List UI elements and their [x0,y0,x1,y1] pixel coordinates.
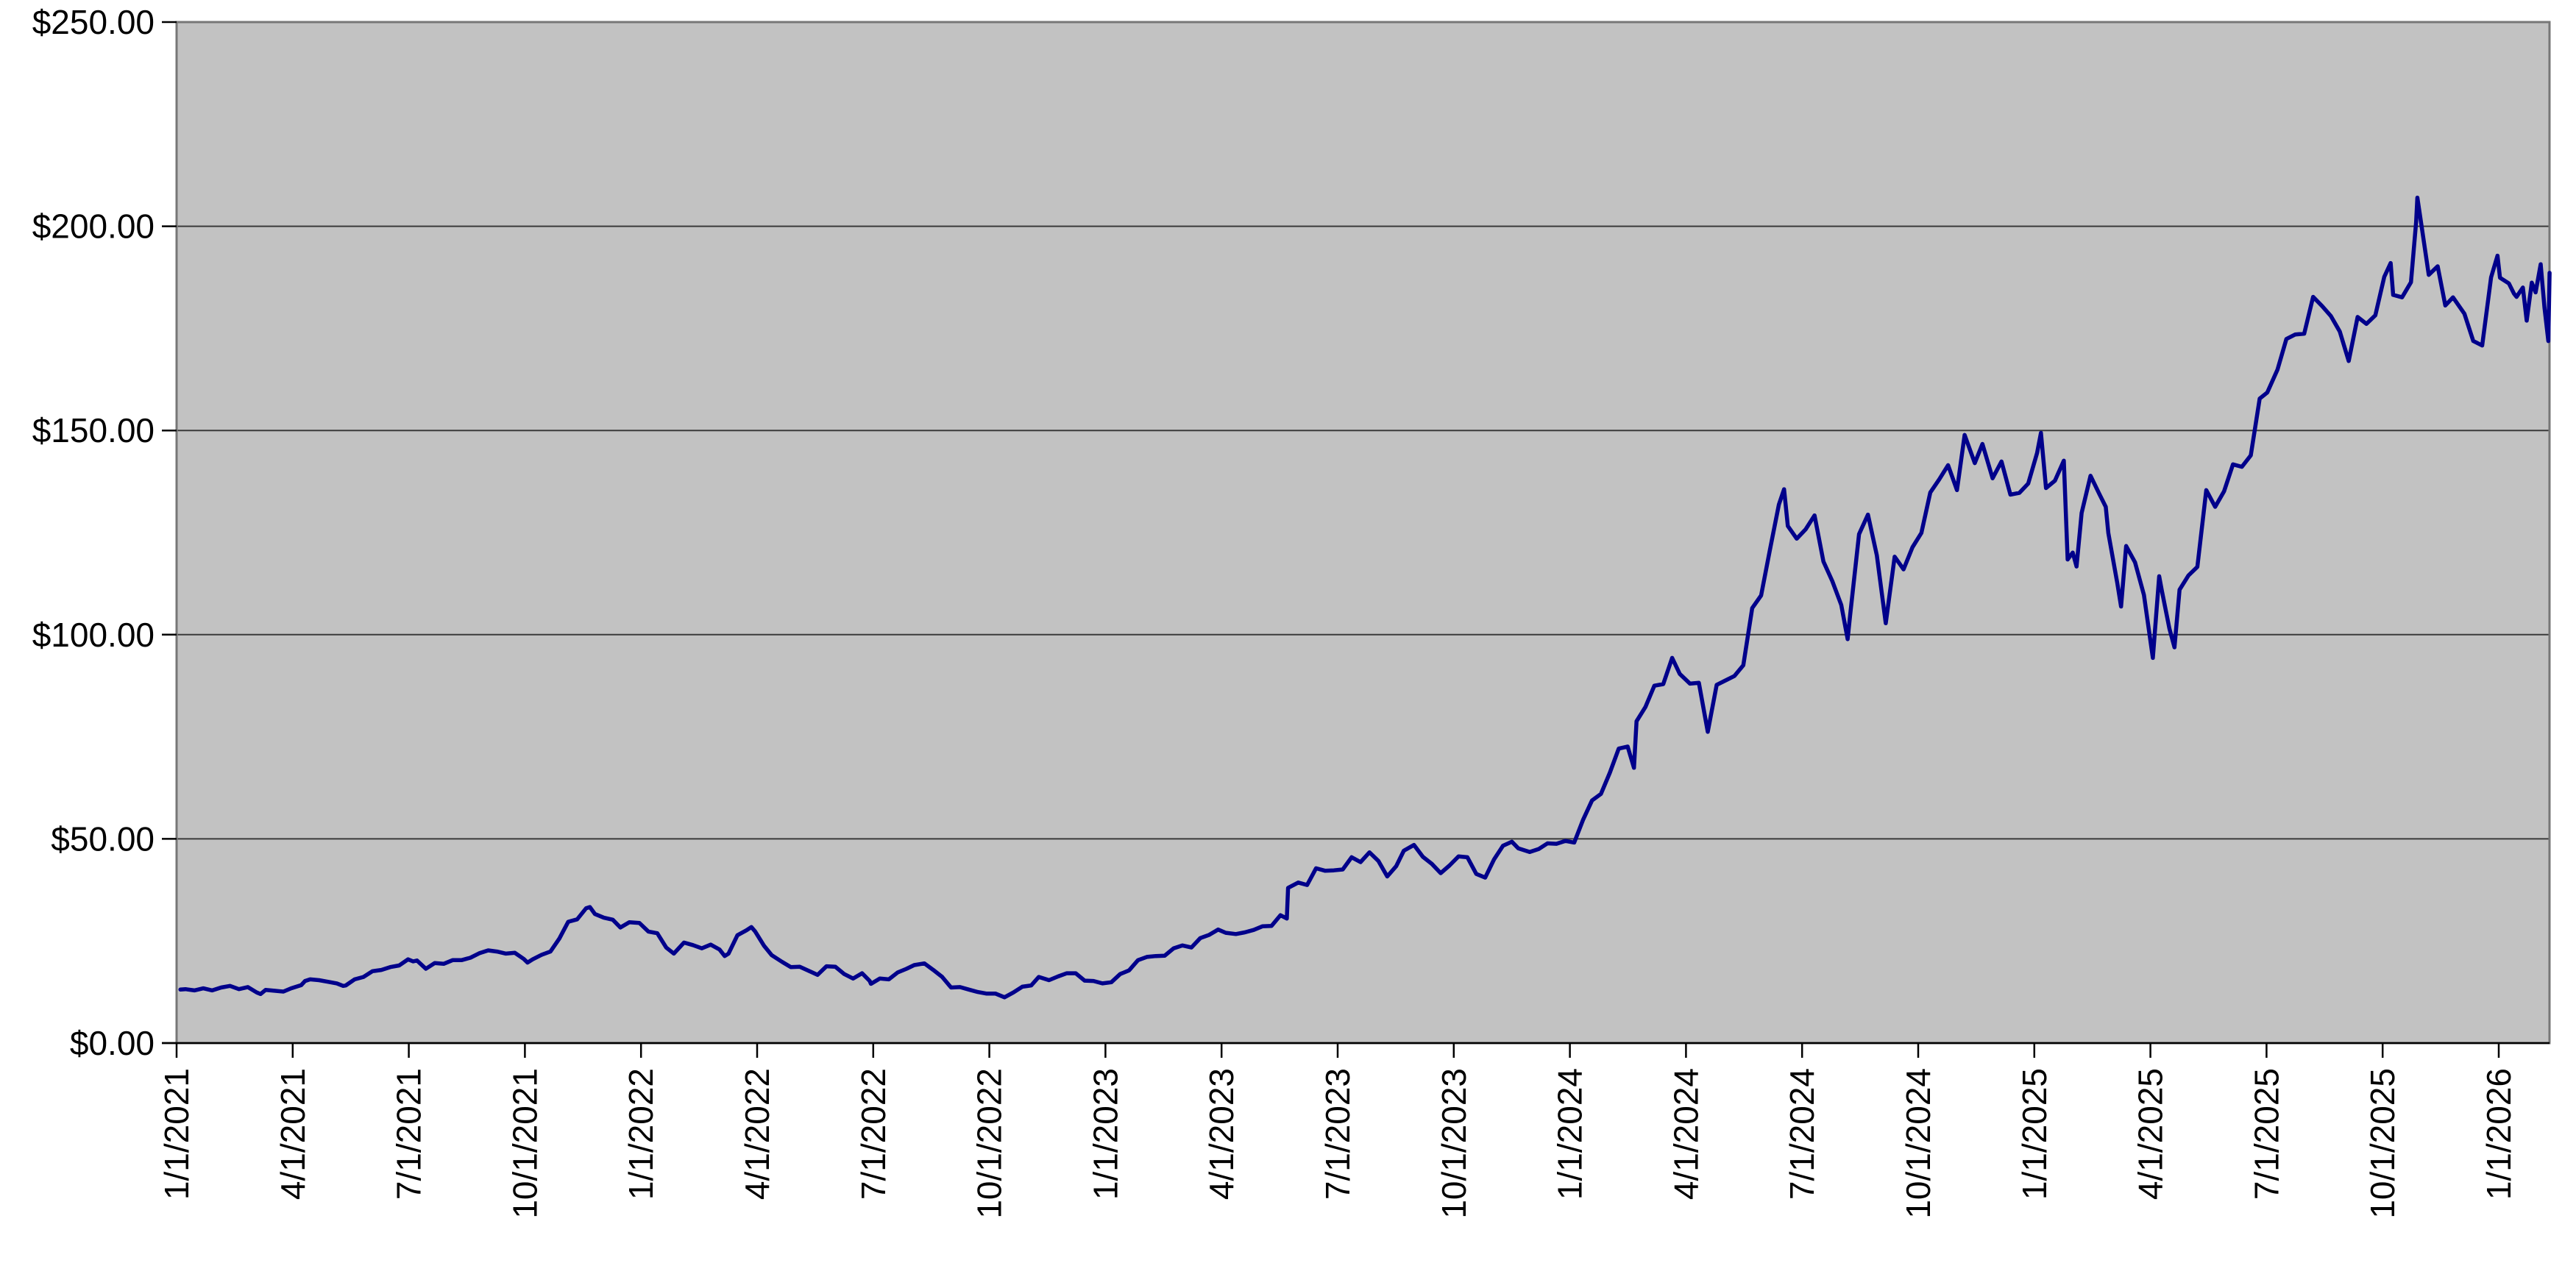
y-axis-label: $200.00 [32,207,155,246]
y-axis-label: $250.00 [32,3,155,41]
x-axis-label: 4/1/2025 [2132,1068,2170,1200]
x-axis-label: 10/1/2021 [505,1068,544,1219]
x-axis-label: 7/1/2022 [854,1068,893,1200]
x-axis-label: 4/1/2023 [1202,1068,1241,1200]
y-axis-label: $100.00 [32,616,155,654]
x-axis-label: 1/1/2024 [1551,1068,1589,1200]
series-group [178,195,2552,1000]
x-axis-label: 1/1/2023 [1086,1068,1124,1200]
x-axis-label: 10/1/2022 [971,1068,1009,1219]
x-axis-label: 4/1/2021 [274,1068,312,1200]
y-axis-labels: $0.00 $50.00 $100.00 $150.00 $200.00 $250.00 [32,3,155,1062]
x-axis-ticks [175,1043,2500,1058]
x-axis-label: 7/1/2025 [2247,1068,2285,1200]
x-axis-label: 10/1/2023 [1435,1068,1473,1219]
x-axis-label: 4/1/2022 [738,1068,776,1200]
x-axis-label: 7/1/2023 [1319,1068,1357,1200]
y-axis-label: $0.00 [70,1024,155,1062]
y-axis-label: $150.00 [32,411,155,449]
y-axis-label: $50.00 [51,819,155,858]
x-axis-label: 1/1/2022 [622,1068,660,1200]
x-axis-label: 4/1/2024 [1667,1068,1705,1200]
x-axis-label: 10/1/2024 [1899,1068,1937,1219]
plot-area [177,22,2550,1043]
x-axis-label: 10/1/2025 [2363,1068,2402,1219]
price-line [178,195,2552,1000]
x-axis-label: 7/1/2021 [390,1068,428,1200]
x-axis-label: 1/1/2025 [2015,1068,2054,1200]
x-axis-labels: 1/1/2021 4/1/2021 7/1/2021 10/1/2021 1/1/202… [157,1068,2518,1219]
x-axis-label: 7/1/2024 [1783,1068,1821,1200]
y-gridlines [177,225,2550,840]
x-axis-label: 1/1/2021 [157,1068,196,1200]
x-axis-label: 1/1/2026 [2480,1068,2518,1200]
